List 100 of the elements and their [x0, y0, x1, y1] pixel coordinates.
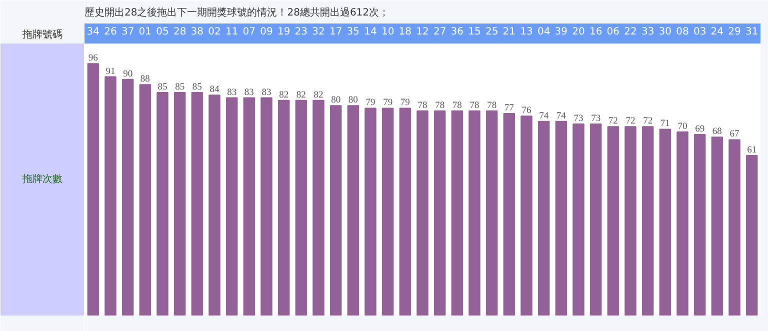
bar	[520, 116, 532, 316]
x-tick-label: 32	[312, 26, 325, 38]
x-tick-label: 37	[121, 26, 134, 38]
x-tick-label: 33	[641, 26, 654, 38]
data-label: 73	[591, 114, 601, 124]
x-tick-label: 28	[173, 26, 186, 38]
data-label: 76	[522, 106, 532, 116]
data-label: 68	[712, 127, 722, 138]
x-tick-label: 01	[138, 26, 152, 38]
bar	[607, 126, 620, 316]
data-label: 78	[452, 100, 462, 111]
bar	[676, 131, 688, 316]
data-label: 61	[747, 145, 757, 156]
bar	[208, 94, 220, 316]
data-label: 72	[643, 116, 653, 127]
bar	[694, 134, 706, 316]
bar	[330, 105, 342, 316]
x-tick-label: 34	[86, 26, 100, 38]
data-label: 79	[383, 98, 393, 108]
x-tick-label: 10	[381, 26, 394, 38]
x-tick-label: 27	[433, 26, 446, 38]
bar	[278, 100, 290, 316]
bar	[468, 110, 480, 316]
x-tick-label: 17	[329, 26, 342, 38]
x-tick-label: 15	[468, 26, 481, 38]
bar	[243, 97, 256, 316]
x-tick-label: 09	[260, 26, 273, 38]
bar	[226, 97, 238, 316]
x-tick-label: 07	[242, 26, 256, 38]
bar	[416, 110, 428, 316]
bar	[572, 123, 584, 316]
data-label: 73	[574, 114, 584, 124]
x-tick-label: 19	[277, 26, 290, 38]
data-label: 83	[244, 88, 254, 98]
bar	[312, 100, 324, 316]
data-label: 70	[678, 122, 688, 132]
data-label: 78	[487, 100, 497, 111]
data-label: 67	[730, 130, 740, 140]
bar	[503, 112, 516, 316]
data-label: 78	[470, 100, 480, 111]
data-label: 79	[400, 98, 410, 108]
data-label: 85	[175, 82, 185, 93]
bar	[746, 154, 758, 316]
data-label: 90	[123, 69, 133, 80]
x-tick-label: 20	[572, 26, 585, 38]
bar	[139, 84, 152, 316]
bar	[399, 108, 412, 316]
bar	[156, 92, 168, 316]
data-label: 72	[626, 116, 636, 127]
data-label: 85	[192, 82, 202, 93]
bar	[295, 100, 308, 316]
data-label: 84	[210, 85, 220, 96]
data-label: 78	[418, 100, 428, 111]
x-tick-label: 04	[537, 26, 550, 38]
x-tick-label: 08	[676, 26, 689, 38]
x-tick-label: 36	[450, 26, 464, 38]
data-label: 71	[660, 119, 670, 130]
bar	[260, 97, 272, 316]
bar	[191, 92, 204, 316]
bar	[104, 76, 116, 316]
bar	[538, 120, 550, 316]
x-tick-label: 06	[606, 26, 620, 38]
y-axis-title: 拖牌次數	[22, 173, 62, 185]
data-label: 83	[227, 88, 237, 98]
data-label: 80	[348, 96, 358, 106]
data-label: 88	[140, 74, 150, 85]
data-label: 91	[106, 66, 116, 77]
x-tick-label: 26	[104, 26, 117, 38]
bar	[451, 110, 464, 316]
bar	[382, 108, 394, 316]
x-tick-label: 14	[364, 26, 377, 38]
bar	[642, 126, 654, 316]
x-tick-label: 22	[624, 26, 637, 38]
data-label: 69	[695, 124, 705, 134]
bar	[174, 92, 186, 316]
x-tick-label: 31	[745, 26, 758, 38]
x-tick-label: 16	[589, 26, 602, 38]
data-label: 80	[331, 96, 341, 106]
bar	[728, 139, 740, 316]
x-tick-label: 30	[658, 26, 672, 38]
chart-title: 歷史開出28之後拖出下一期開獎球號的情況！28總共開出過612次；	[84, 6, 390, 18]
x-tick-label: 11	[225, 26, 238, 38]
bar	[590, 123, 602, 316]
data-label: 79	[366, 98, 376, 108]
bar	[87, 63, 100, 316]
bar	[364, 108, 376, 316]
x-tick-label: 21	[502, 26, 516, 38]
data-label: 96	[88, 54, 98, 64]
data-label: 82	[296, 90, 306, 100]
x-tick-label: 12	[416, 26, 429, 38]
x-tick-label: 13	[520, 26, 533, 38]
x-tick-label: 18	[398, 26, 412, 38]
data-label: 82	[314, 90, 324, 100]
x-axis-title: 拖牌號碼	[22, 28, 62, 40]
data-label: 74	[556, 111, 566, 122]
x-tick-label: 29	[728, 26, 741, 38]
x-tick-label: 24	[710, 26, 724, 38]
x-tick-label: 38	[190, 26, 204, 38]
bar	[624, 126, 636, 316]
x-tick-label: 35	[346, 26, 360, 38]
